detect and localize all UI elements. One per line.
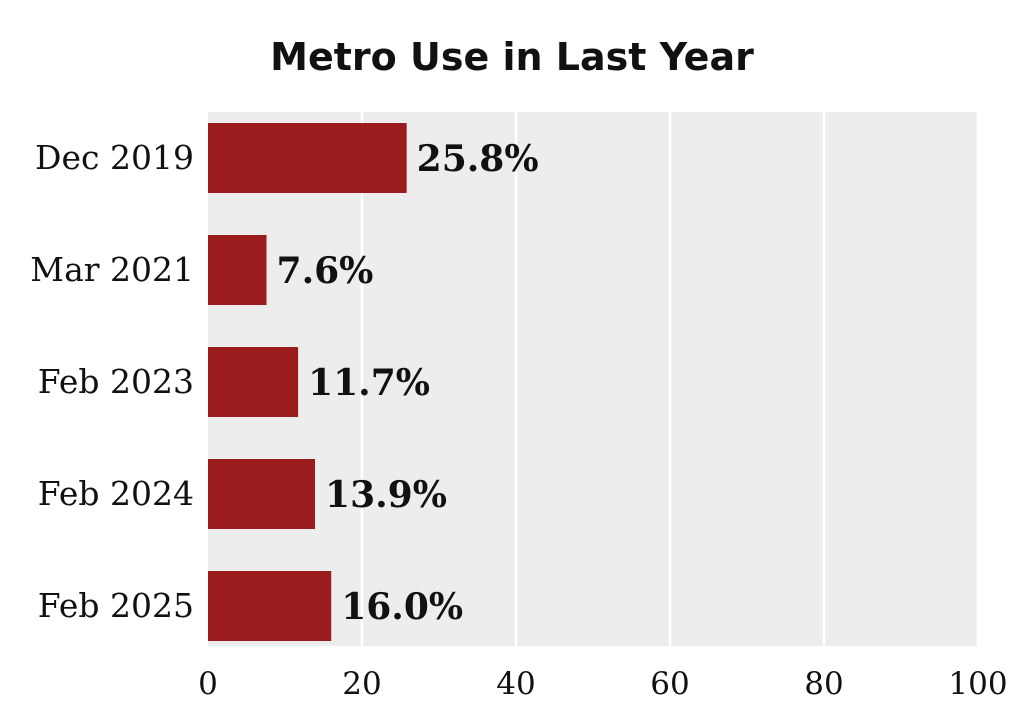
x-tick-label: 20: [342, 666, 381, 702]
value-label: 13.9%: [325, 474, 447, 516]
category-label: Mar 2021: [30, 250, 194, 289]
category-label: Feb 2024: [38, 474, 194, 513]
category-labels: Dec 2019 Mar 2021 Feb 2023 Feb 2024 Feb 2025: [30, 138, 194, 625]
x-tick-label: 80: [804, 666, 843, 702]
bar-feb-2025: [208, 571, 332, 641]
x-tick-label: 60: [650, 666, 689, 702]
x-tick-label: 40: [496, 666, 535, 702]
bar-mar-2021: [208, 235, 267, 305]
value-label: 16.0%: [341, 586, 463, 628]
bar-feb-2023: [208, 347, 299, 417]
x-axis-tick-labels: 0 20 40 60 80 100: [198, 666, 1007, 702]
value-label: 7.6%: [277, 250, 374, 292]
value-label: 11.7%: [308, 362, 430, 404]
chart-title: Metro Use in Last Year: [270, 35, 754, 79]
category-label: Feb 2023: [38, 362, 194, 401]
x-tick-label: 0: [198, 666, 218, 702]
value-labels: 25.8% 7.6% 11.7% 13.9% 16.0%: [277, 138, 539, 628]
bars: [208, 123, 407, 641]
category-label: Dec 2019: [35, 138, 194, 177]
value-label: 25.8%: [417, 138, 539, 180]
category-label: Feb 2025: [38, 586, 194, 625]
plot-area: [208, 112, 978, 646]
bar-dec-2019: [208, 123, 407, 193]
gridlines: [360, 112, 980, 646]
x-tick-label: 100: [948, 666, 1007, 702]
bar-feb-2024: [208, 459, 316, 529]
